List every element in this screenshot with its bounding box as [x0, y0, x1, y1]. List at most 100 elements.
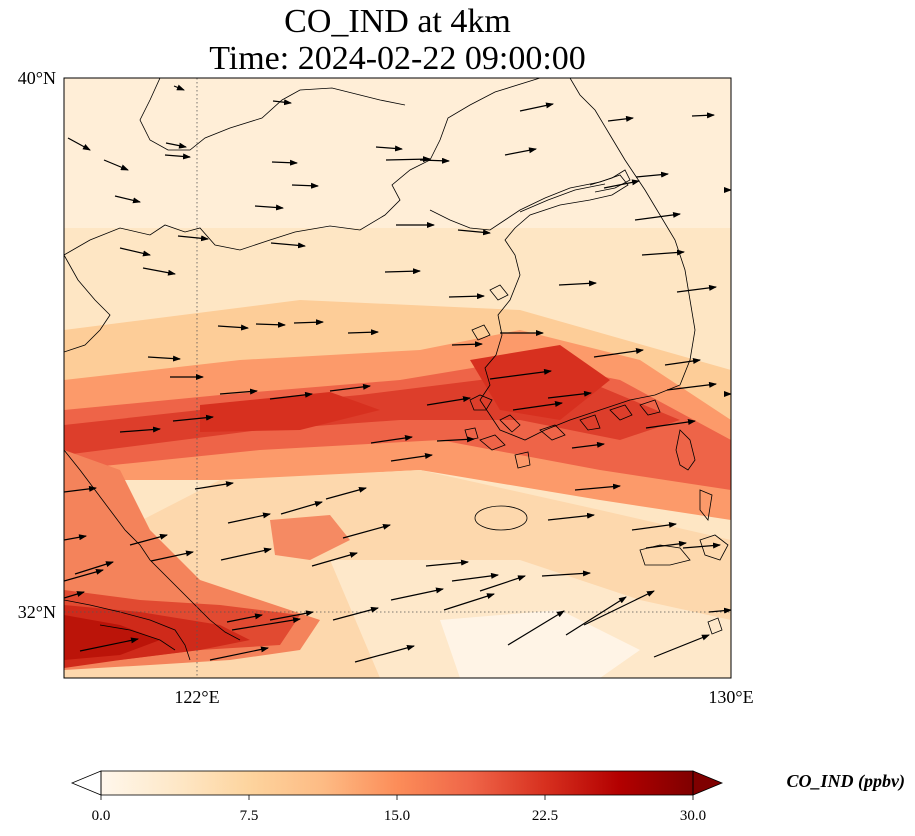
colorbar-tick-label: 22.5 [532, 808, 558, 824]
lon-tick-label: 130°E [708, 687, 753, 707]
wind-arrow [165, 142, 187, 149]
wind-arrow [425, 559, 469, 567]
wind-arrow [291, 182, 319, 189]
wind-arrow [571, 441, 605, 449]
wind-vectors [64, 84, 731, 663]
wind-arrow [354, 644, 415, 663]
wind-arrow [129, 533, 168, 546]
wind-arrow [150, 550, 194, 562]
wind-arrow [269, 610, 314, 621]
wind-arrow [489, 368, 552, 380]
wind-arrow [641, 249, 685, 256]
wind-arrow [574, 483, 621, 491]
wind-arrow [451, 341, 483, 348]
wind-arrow [666, 381, 717, 391]
map-title: CO_IND at 4km [284, 3, 511, 40]
wind-arrow [177, 235, 209, 242]
coastlines [64, 78, 729, 661]
wind-arrow [217, 324, 249, 331]
colorbar-tick-label: 30.0 [680, 808, 706, 824]
colorbar-tick-label: 15.0 [384, 808, 410, 824]
wind-arrow [565, 596, 627, 636]
wind-arrow [645, 540, 687, 549]
colorbar-extend-min [70, 770, 102, 796]
wind-arrow [271, 159, 298, 166]
wind-arrow [231, 617, 301, 631]
wind-arrow [79, 637, 139, 652]
wind-arrow [507, 610, 565, 646]
wind-arrow [603, 179, 640, 189]
wind-arrow [255, 321, 286, 328]
wind-arrow [220, 547, 272, 561]
wind-arrow [64, 591, 85, 599]
wind-arrow [64, 534, 87, 541]
colorbar-tick-label: 0.0 [92, 808, 111, 824]
wind-arrow [504, 147, 537, 156]
wind-arrow [448, 293, 485, 300]
lat-tick-label: 32°N [18, 602, 56, 622]
map-time-subtitle: Time: 2024-02-22 09:00:00 [209, 40, 586, 77]
wind-arrow [64, 485, 97, 493]
wind-arrow [451, 572, 499, 582]
wind-arrow [332, 606, 379, 621]
colorbar-title: CO_IND (ppbv) [787, 771, 906, 792]
wind-arrow [682, 542, 721, 549]
colorbar-tick-label: 7.5 [240, 808, 259, 824]
wind-arrow [254, 204, 284, 211]
wind-arrow [227, 512, 271, 524]
wind-arrow [419, 157, 450, 164]
wind-arrow [645, 419, 696, 429]
wind-arrow [664, 358, 701, 366]
wind-arrow [64, 569, 104, 582]
wind-arrow [74, 561, 114, 575]
wind-arrow [547, 512, 595, 521]
wind-arrow [311, 552, 358, 567]
wind-arrow [67, 137, 91, 151]
wind-arrow [384, 268, 421, 275]
wind-arrow [119, 426, 161, 433]
wind-arrow [370, 435, 413, 444]
wind-arrow [164, 153, 191, 160]
wind-arrow [512, 401, 563, 411]
wind-arrow [342, 523, 391, 539]
wind-arrow [583, 590, 655, 626]
wind-arrow [114, 195, 141, 204]
colorbar-gradient [101, 771, 693, 795]
wind-arrow [209, 646, 269, 661]
wind-arrow [634, 211, 681, 221]
wind-arrow [119, 247, 151, 257]
wind-arrow [390, 453, 433, 462]
lon-tick-label: 122°E [174, 687, 219, 707]
wind-arrow [653, 634, 710, 658]
wind-arrow [593, 348, 644, 358]
wind-arrow [607, 115, 634, 122]
map-frame [63, 77, 732, 679]
wind-arrow [280, 501, 323, 515]
wind-arrow [436, 436, 475, 443]
wind-arrow [676, 284, 717, 293]
wind-arrow [142, 267, 176, 276]
concentration-field [64, 78, 731, 678]
wind-arrow [558, 280, 597, 287]
colorbar: 0.0 7.5 15.0 22.5 30.0 CO_IND (ppbv) [70, 770, 906, 824]
wind-arrow [390, 587, 444, 601]
wind-arrow [457, 229, 491, 236]
wind-arrow [269, 391, 313, 400]
wind-arrow [541, 570, 591, 577]
wind-arrow [270, 242, 306, 249]
wind-arrow [329, 383, 371, 392]
wind-arrow [293, 319, 324, 326]
wind-arrow [385, 156, 431, 163]
wind-arrow [708, 607, 731, 614]
wind-arrow [479, 575, 526, 592]
wind-arrow [194, 481, 234, 490]
wind-arrow [219, 388, 258, 395]
wind-arrow [173, 84, 185, 91]
wind-arrow [347, 329, 379, 336]
wind-arrow [325, 486, 367, 500]
wind-arrow [147, 355, 181, 362]
wind-arrow [443, 593, 495, 611]
colorbar-extend-max [692, 770, 724, 796]
wind-arrow [226, 613, 263, 623]
